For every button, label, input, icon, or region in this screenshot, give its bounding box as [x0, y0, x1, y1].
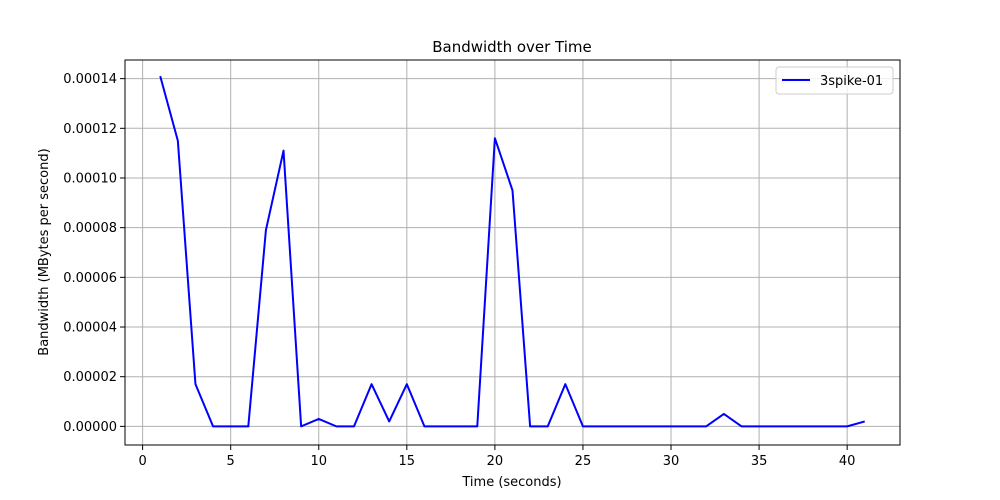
series-line-3spike-01: [159, 75, 866, 428]
x-tick-label: 35: [751, 454, 768, 469]
x-tick-label: 15: [399, 454, 416, 469]
x-axis-label: Time (seconds): [461, 475, 561, 490]
x-tick-label: 0: [138, 454, 146, 469]
plot-frame: [124, 59, 901, 446]
legend-box: [775, 66, 894, 95]
legend: 3spike-01: [775, 66, 894, 95]
y-tick-label: 0.00010: [63, 171, 117, 186]
x-tick-label: 5: [227, 454, 235, 469]
x-tick-label: 20: [487, 454, 504, 469]
x-tick-label: 10: [310, 454, 327, 469]
x-axis: 0 5 10 15 20 25 30 35 40: [138, 445, 855, 469]
x-tick-label: 25: [575, 454, 592, 469]
y-tick-label: 0.00008: [63, 221, 117, 236]
y-tick-label: 0.00004: [63, 321, 117, 336]
y-tick-label: 0.00000: [63, 420, 117, 435]
y-axis: 0.00000 0.00002 0.00004 0.00006 0.00008 0.000…: [63, 72, 125, 435]
x-tick-label: 40: [839, 454, 856, 469]
y-axis-label: Bandwidth (MBytes per second): [37, 148, 52, 355]
series-layer: [159, 75, 866, 428]
x-tick-label: 30: [663, 454, 680, 469]
y-tick-label: 0.00006: [63, 271, 117, 286]
chart-title: Bandwidth over Time: [432, 38, 592, 56]
y-tick-label: 0.00002: [63, 370, 117, 385]
y-tick-label: 0.00014: [63, 72, 117, 87]
legend-label-3spike-01: 3spike-01: [820, 74, 883, 89]
y-tick-label: 0.00012: [63, 122, 117, 137]
